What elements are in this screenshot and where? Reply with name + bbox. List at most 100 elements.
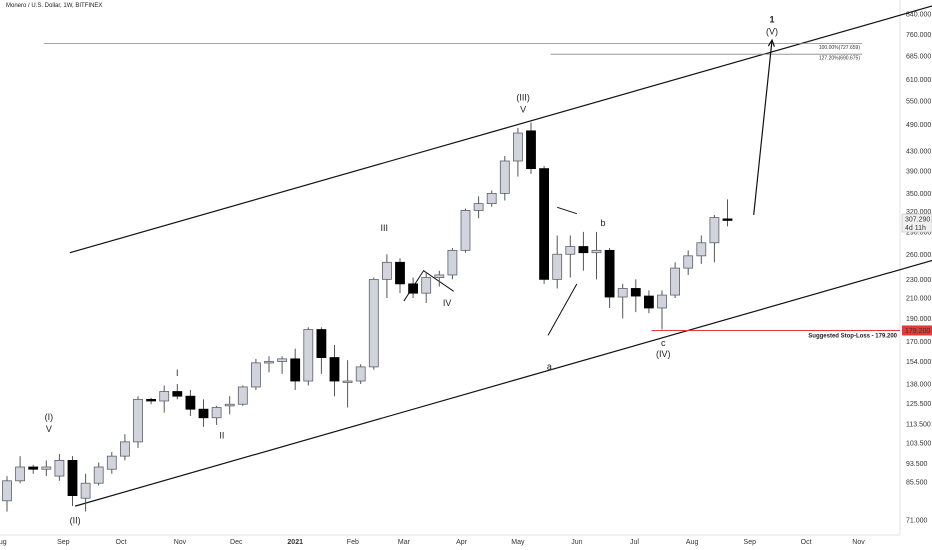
candle-up bbox=[15, 466, 26, 482]
candle-down bbox=[395, 261, 405, 285]
current-price-badge bbox=[901, 213, 932, 233]
price-tick-label: 190.000 bbox=[906, 316, 931, 323]
price-tick-label: 490.000 bbox=[906, 122, 931, 129]
candle-down bbox=[578, 246, 589, 254]
wave-label: c bbox=[661, 338, 666, 348]
time-tick-label: Aug bbox=[686, 539, 699, 546]
chart-title: Monero / U.S. Dollar, 1W, BITFINEX bbox=[6, 3, 103, 9]
wave-label: (IV) bbox=[656, 349, 671, 359]
fib-level-label: 100.00%(727.659) bbox=[819, 45, 860, 51]
time-tick-label: Oct bbox=[801, 539, 812, 546]
candle-layer bbox=[2, 122, 733, 512]
time-tick-label: Aug bbox=[0, 539, 7, 546]
wave-label: V bbox=[46, 424, 52, 434]
wave-label: (III) bbox=[516, 92, 530, 102]
price-tick-label: 138.000 bbox=[906, 381, 931, 388]
price-tick-label: 290.000 bbox=[906, 229, 931, 236]
price-tick-label: 760.000 bbox=[906, 32, 931, 39]
candle-up bbox=[670, 267, 680, 296]
candle-up bbox=[709, 217, 720, 244]
candle-up bbox=[106, 455, 117, 470]
time-tick-label: May bbox=[511, 539, 525, 546]
channel-lower-line bbox=[74, 259, 932, 507]
candle-down bbox=[329, 357, 340, 382]
candle-down bbox=[67, 460, 78, 497]
candle-down bbox=[722, 218, 733, 221]
axis-layer: 71.000 85.500 93.500 103.500 113.500 125.500 1… bbox=[0, 12, 932, 546]
candle-up bbox=[80, 482, 91, 499]
price-tick-label: 170.000 bbox=[906, 339, 931, 346]
candle-up bbox=[224, 403, 235, 407]
wave-connector-line bbox=[547, 283, 578, 336]
candle-up bbox=[368, 278, 379, 368]
candle-up bbox=[93, 466, 104, 484]
wave-label: III bbox=[381, 223, 389, 233]
price-tick-label: 210.000 bbox=[906, 295, 931, 302]
candle-down bbox=[198, 408, 209, 419]
candle-up bbox=[2, 480, 12, 502]
wave-label: I bbox=[176, 368, 179, 378]
candle-up bbox=[54, 460, 65, 477]
price-tick-label: 610.000 bbox=[906, 77, 931, 84]
wave-label: IV bbox=[443, 298, 452, 308]
candle-up bbox=[447, 249, 458, 276]
price-tick-label: 430.000 bbox=[906, 149, 931, 156]
wave-label: (V) bbox=[766, 27, 778, 37]
candle-up bbox=[41, 466, 52, 470]
time-tick-label: Jul bbox=[630, 539, 639, 546]
wave-label: V bbox=[520, 104, 526, 114]
channel-upper-line bbox=[69, 5, 932, 254]
candle-up bbox=[421, 277, 432, 294]
candle-up bbox=[460, 210, 471, 251]
candle-up bbox=[513, 132, 523, 162]
candle-down bbox=[185, 395, 196, 410]
wave-label: (I) bbox=[45, 412, 54, 422]
time-tick-label: Apr bbox=[456, 539, 468, 546]
price-tick-label: 154.000 bbox=[906, 359, 931, 366]
price-tick-label: 113.500 bbox=[906, 421, 931, 428]
wave-label: a bbox=[547, 362, 552, 372]
time-tick-label: Nov bbox=[852, 539, 865, 546]
candle-up bbox=[473, 203, 484, 211]
candle-down bbox=[146, 398, 157, 402]
candle-up bbox=[120, 441, 130, 457]
candle-down bbox=[604, 249, 615, 298]
candle-down bbox=[526, 130, 536, 170]
fib-level-label: 127.20%(690.675) bbox=[819, 56, 860, 62]
candle-up bbox=[552, 253, 563, 280]
candle-up bbox=[250, 362, 261, 388]
candle-up bbox=[657, 294, 667, 309]
projection-arrow-head bbox=[767, 38, 775, 47]
candle-up bbox=[434, 274, 445, 278]
wave-label: b bbox=[601, 218, 606, 228]
candle-up bbox=[486, 192, 497, 204]
stop-loss-badge-value: 179.200 bbox=[905, 328, 930, 335]
candle-up bbox=[381, 261, 392, 280]
candle-up bbox=[617, 288, 628, 298]
candle-up bbox=[591, 249, 602, 254]
price-tick-label: 85.500 bbox=[906, 479, 928, 486]
overlay-layer bbox=[43, 5, 932, 507]
label-layer: 100.00%(727.659) 127.20%(690.675) Suggeste… bbox=[45, 15, 898, 526]
candle-down bbox=[408, 283, 419, 294]
candle-up bbox=[355, 366, 366, 382]
time-tick-label: Sep bbox=[744, 539, 757, 546]
time-tick-label: Jun bbox=[571, 539, 582, 546]
candle-down bbox=[290, 358, 301, 382]
price-tick-label: 71.000 bbox=[906, 518, 928, 525]
candle-up bbox=[159, 391, 170, 402]
candle-up bbox=[133, 398, 143, 443]
candle-down bbox=[644, 295, 654, 309]
wave-connector-line bbox=[557, 206, 578, 215]
candle-up bbox=[303, 329, 314, 382]
price-tick-label: 550.000 bbox=[906, 98, 931, 105]
candle-up bbox=[565, 246, 576, 255]
projection-arrow-line bbox=[753, 40, 773, 216]
price-tick-label: 260.000 bbox=[906, 252, 931, 259]
grid-layer bbox=[0, 0, 901, 536]
price-tick-label: 685.000 bbox=[906, 53, 931, 60]
stop-loss-badge bbox=[902, 325, 932, 336]
time-tick-label: Oct bbox=[116, 539, 127, 546]
time-tick-label: Nov bbox=[174, 539, 187, 546]
